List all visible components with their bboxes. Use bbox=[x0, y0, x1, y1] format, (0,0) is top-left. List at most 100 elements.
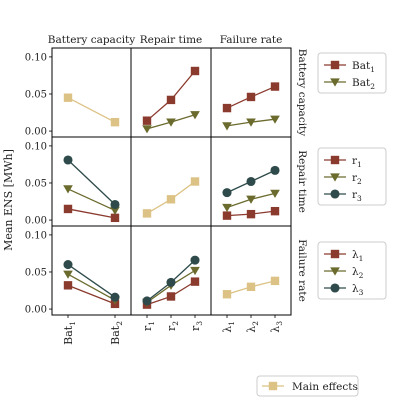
legend-label-1-0: r1 bbox=[352, 155, 362, 169]
column-title-1: Repair time bbox=[140, 34, 203, 46]
data-point-r1-c0-s0-1 bbox=[110, 213, 120, 223]
data-point-r2-c0-s0-0 bbox=[63, 281, 73, 290]
data-point-r1-c0-s1-0 bbox=[63, 185, 73, 194]
data-point-r1-c2-s0-1 bbox=[246, 209, 256, 219]
legend-label-2-1: λ2 bbox=[352, 266, 364, 280]
x-tick-label-c0-0: Bat1 bbox=[62, 321, 77, 345]
axes-layer: 0.00 0.05 0.10 0.00 0.05 0.10 0.00 0.05 0.10 Bat1… bbox=[25, 47, 292, 345]
series-line-r2-c0-s0 bbox=[67, 284, 116, 305]
data-point-r0-c2-s0-0 bbox=[222, 103, 232, 113]
legend-marker-2-2 bbox=[330, 283, 340, 293]
series-line-r2-c0-s2 bbox=[67, 264, 116, 298]
data-point-r2-c1-s0-1 bbox=[166, 292, 176, 301]
data-point-r1-c2-s2-2 bbox=[270, 165, 280, 175]
x-tick-label-c2-2: λ3 bbox=[269, 321, 284, 333]
main-effects-legend-marker bbox=[268, 381, 278, 391]
data-point-r2-c1-s2-2 bbox=[190, 255, 200, 265]
series-line-r1-c0-s1 bbox=[67, 188, 116, 212]
legend-label-2-2: λ3 bbox=[352, 283, 364, 297]
row-title-1: Repair time bbox=[296, 150, 308, 213]
data-point-r1-c0-s0-0 bbox=[63, 204, 73, 214]
x-tick-label-c1-2: r3 bbox=[189, 321, 204, 331]
data-point-r2-c2-s0-2 bbox=[270, 276, 280, 286]
data-point-r0-c0-s0-0 bbox=[63, 93, 73, 102]
x-tick-label-c1-0: r1 bbox=[141, 321, 156, 331]
data-point-r2-c1-s0-2 bbox=[190, 277, 200, 286]
row-title-2: Failure rate bbox=[296, 239, 308, 302]
data-point-r1-c2-s0-0 bbox=[222, 211, 232, 220]
x-tick-label-c0-1: Bat2 bbox=[109, 321, 124, 345]
y-tick-label-r2-0: 0.00 bbox=[25, 305, 47, 316]
legend-marker-1-1 bbox=[330, 173, 340, 182]
series-line-r0-c0-s0 bbox=[67, 97, 116, 123]
series-line-r1-c0-s2 bbox=[67, 159, 116, 205]
legend-marker-2-0 bbox=[330, 249, 340, 259]
legend-marker-1-2 bbox=[330, 189, 340, 199]
panel-frame-r2-c2 bbox=[210, 225, 292, 316]
y-axis-label: Mean ENS [MWh] bbox=[2, 149, 15, 251]
data-point-r0-c1-s0-2 bbox=[190, 66, 200, 76]
data-point-r0-c1-s1-2 bbox=[190, 111, 200, 120]
main-effects-legend-box bbox=[256, 375, 359, 397]
y-tick-label-r1-2: 0.10 bbox=[25, 141, 47, 152]
series-line-r1-c0-s0 bbox=[67, 208, 116, 219]
data-point-r0-c2-s0-2 bbox=[270, 82, 280, 91]
data-point-r1-c2-s2-1 bbox=[246, 176, 256, 187]
data-point-r1-c1-s0-2 bbox=[190, 177, 200, 186]
data-point-r0-c1-s1-1 bbox=[166, 118, 176, 127]
legend-layer: Bat1 Bat2 r1 r2 r3 λ1 λ2 λ3 Main effects bbox=[256, 52, 387, 397]
column-title-2: Failure rate bbox=[220, 34, 283, 46]
data-point-r2-c0-s1-0 bbox=[63, 270, 73, 279]
data-point-r2-c0-s2-1 bbox=[110, 292, 120, 302]
data-point-r0-c2-s0-1 bbox=[246, 92, 256, 102]
data-point-r2-c1-s1-2 bbox=[190, 266, 200, 276]
data-point-r2-c1-s2-0 bbox=[142, 296, 152, 306]
legend-marker-2-1 bbox=[330, 267, 340, 276]
data-point-r1-c1-s0-0 bbox=[142, 209, 152, 218]
data-point-r1-c2-s1-1 bbox=[246, 195, 256, 204]
data-point-r1-c0-s1-1 bbox=[110, 206, 120, 216]
y-tick-label-r0-1: 0.05 bbox=[25, 89, 47, 100]
y-tick-label-r2-1: 0.05 bbox=[25, 267, 47, 278]
data-point-r2-c2-s0-1 bbox=[246, 282, 256, 292]
data-point-r1-c1-s0-1 bbox=[166, 195, 176, 204]
data-point-r1-c2-s1-2 bbox=[270, 189, 280, 198]
data-point-r0-c1-s0-1 bbox=[166, 95, 176, 105]
data-point-r0-c0-s0-1 bbox=[110, 117, 120, 127]
data-point-r1-c0-s2-1 bbox=[110, 199, 120, 210]
data-point-r1-c0-s2-0 bbox=[63, 155, 73, 165]
row-title-0: Battery capacity bbox=[296, 49, 308, 136]
legend-marker-0-1 bbox=[330, 78, 340, 87]
legend-label-0-0: Bat1 bbox=[352, 60, 375, 74]
y-tick-label-r1-0: 0.00 bbox=[25, 216, 47, 227]
series-line-r2-c0-s1 bbox=[67, 273, 116, 301]
data-point-r1-c2-s2-0 bbox=[222, 188, 232, 198]
data-point-r2-c0-s2-0 bbox=[63, 260, 73, 270]
data-point-r1-c2-s1-0 bbox=[222, 203, 232, 213]
legend-label-1-2: r3 bbox=[352, 189, 362, 203]
x-tick-label-c2-1: λ2 bbox=[245, 321, 260, 333]
main-effects-legend-label: Main effects bbox=[292, 381, 358, 393]
y-tick-label-r2-2: 0.10 bbox=[25, 230, 47, 241]
x-tick-label-c2-0: λ1 bbox=[221, 321, 236, 333]
y-tick-label-r0-2: 0.10 bbox=[25, 52, 47, 63]
data-point-r0-c2-s1-2 bbox=[270, 115, 280, 124]
y-tick-label-r1-1: 0.05 bbox=[25, 178, 47, 189]
x-tick-label-c1-1: r2 bbox=[165, 321, 180, 331]
data-point-r0-c2-s1-0 bbox=[222, 122, 232, 131]
legend-marker-1-0 bbox=[330, 155, 340, 165]
data-point-r2-c1-s2-1 bbox=[166, 277, 176, 287]
legend-marker-0-0 bbox=[330, 60, 340, 70]
legend-label-0-1: Bat2 bbox=[352, 77, 375, 91]
data-point-r2-c2-s0-0 bbox=[222, 290, 232, 299]
data-point-r0-c2-s1-1 bbox=[246, 118, 256, 127]
data-point-r0-c1-s1-0 bbox=[142, 125, 152, 134]
column-title-0: Battery capacity bbox=[48, 34, 135, 46]
legend-label-2-0: λ1 bbox=[352, 249, 363, 263]
data-point-r0-c1-s0-0 bbox=[142, 116, 152, 125]
legend-label-1-1: r2 bbox=[352, 172, 362, 186]
titles-layer: Battery capacity Repair time Failure rate B… bbox=[48, 34, 308, 302]
data-point-r1-c2-s0-2 bbox=[270, 206, 280, 216]
panels-layer bbox=[63, 66, 280, 309]
